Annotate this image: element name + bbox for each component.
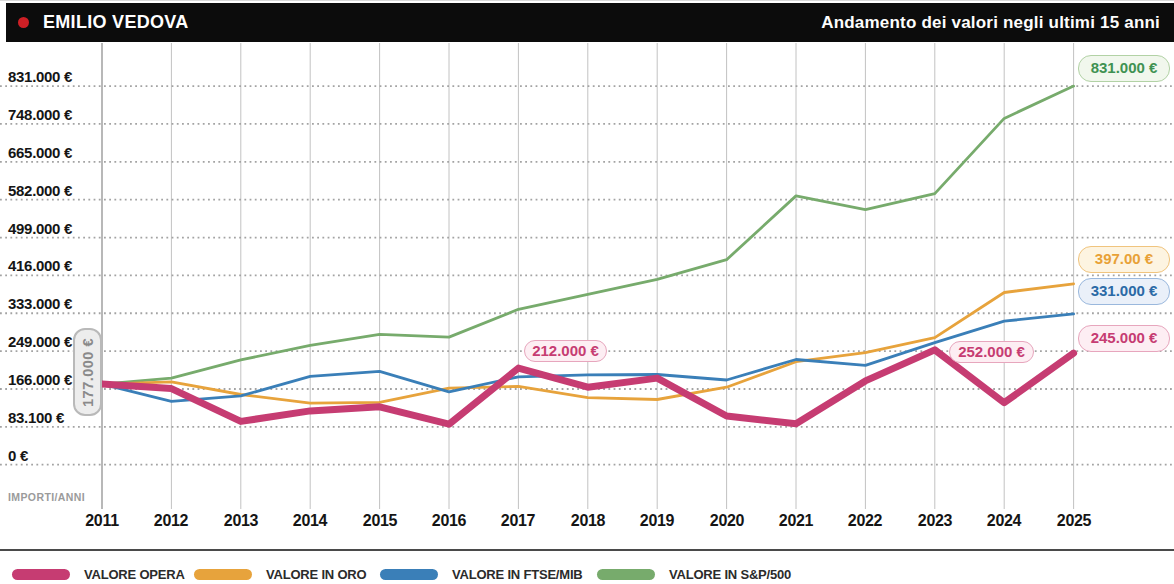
y-tick: 582.000 € — [8, 182, 72, 199]
oro-end-badge: 397.00 € — [1078, 246, 1170, 273]
opera-end-badge: 245.000 € — [1078, 325, 1170, 352]
x-tick-year: 2018 — [556, 512, 620, 530]
x-tick-year: 2021 — [764, 512, 828, 530]
legend-label: VALORE IN S&P/500 — [669, 567, 791, 582]
legend-label: VALORE OPERA — [84, 567, 185, 582]
y-tick: 499.000 € — [8, 220, 72, 237]
x-tick-year: 2022 — [833, 512, 897, 530]
x-tick-year: 2012 — [139, 512, 203, 530]
opera-2023-badge: 252.000 € — [949, 341, 1034, 363]
opera-2017-badge: 212.000 € — [524, 340, 607, 362]
y-tick: 416.000 € — [8, 257, 72, 274]
x-tick-year: 2017 — [486, 512, 550, 530]
oro-color-swatch-icon — [194, 569, 252, 580]
y-tick: 249.000 € — [8, 333, 72, 350]
x-tick-year: 2014 — [278, 512, 342, 530]
y-tick: 831.000 € — [8, 68, 72, 85]
x-tick-year: 2016 — [417, 512, 481, 530]
legend-item-valore-oro[interactable]: VALORE IN ORO — [194, 565, 366, 583]
chart-plot — [0, 1, 1174, 584]
x-tick-year: 2011 — [70, 512, 134, 530]
legend-label: VALORE IN FTSE/MIB — [452, 567, 583, 582]
y-tick: 333.000 € — [8, 295, 72, 312]
x-tick-year: 2024 — [972, 512, 1036, 530]
y-tick: 166.000 € — [8, 371, 72, 388]
legend-item-valore-opera[interactable]: VALORE OPERA — [12, 565, 185, 583]
x-tick-year: 2023 — [903, 512, 967, 530]
y-tick: 83.100 € — [8, 409, 64, 426]
sp500-end-badge: 831.000 € — [1078, 55, 1170, 82]
opera-color-swatch-icon — [12, 569, 70, 580]
y-tick: 665.000 € — [8, 144, 72, 161]
infographic: EMILIO VEDOVA Andamento dei valori negli… — [0, 0, 1174, 584]
x-tick-year: 2025 — [1042, 512, 1106, 530]
sp500-color-swatch-icon — [597, 569, 655, 580]
legend-label: VALORE IN ORO — [266, 567, 366, 582]
x-tick-year: 2020 — [695, 512, 759, 530]
y-tick: 748.000 € — [8, 106, 72, 123]
y-tick: 0 € — [8, 447, 28, 464]
x-tick-year: 2013 — [209, 512, 273, 530]
legend-item-valore-sp500[interactable]: VALORE IN S&P/500 — [597, 565, 791, 583]
x-tick-year: 2019 — [625, 512, 689, 530]
axis-caption: IMPORTI/ANNI — [8, 491, 85, 503]
x-tick-year: 2015 — [348, 512, 412, 530]
ftse-end-badge: 331.000 € — [1078, 278, 1170, 305]
start-value-badge: 177.000 € — [73, 328, 102, 416]
ftse-color-swatch-icon — [380, 569, 438, 580]
legend-item-valore-ftse[interactable]: VALORE IN FTSE/MIB — [380, 565, 583, 583]
legend-divider — [0, 549, 1174, 551]
